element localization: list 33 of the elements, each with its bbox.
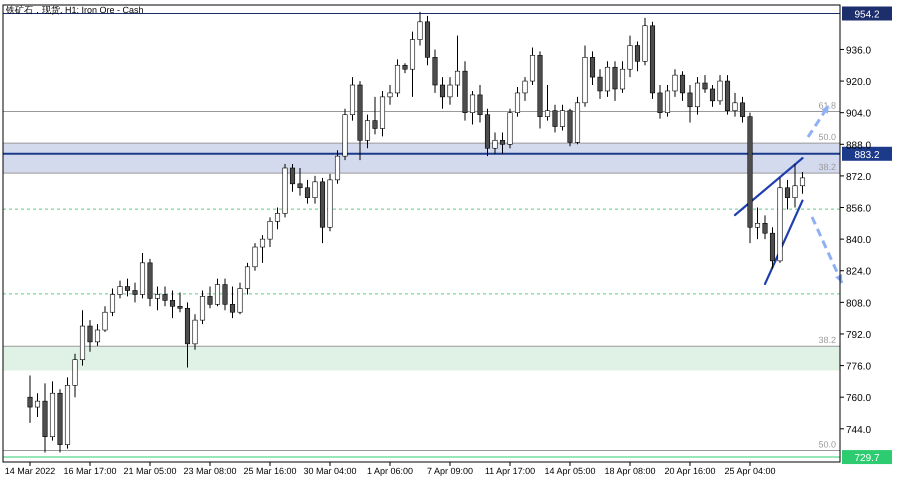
y-tick-label: 824.0 — [846, 266, 872, 278]
x-tick-label: 23 Mar 08:00 — [183, 466, 237, 476]
x-tick-label: 7 Apr 09:00 — [426, 466, 474, 476]
x-tick-label: 14 Apr 05:00 — [544, 466, 596, 476]
y-tick-label: 872.0 — [846, 172, 872, 183]
x-tick-label: 25 Mar 16:00 — [243, 466, 297, 476]
annotation: 38.2 — [818, 162, 836, 172]
y-tick-label: 744.0 — [846, 424, 872, 436]
y-tick-label: 808.0 — [846, 298, 872, 310]
x-tick-label: 20 Apr 16:00 — [664, 466, 716, 476]
y-tick-label: 904.0 — [846, 108, 872, 120]
annotation: 50.0 — [818, 440, 836, 450]
x-tick-label: 16 Mar 17:00 — [63, 466, 117, 476]
x-tick-label: 11 Apr 17:00 — [484, 466, 536, 476]
x-tick-label: 18 Apr 08:00 — [604, 466, 656, 476]
y-tick-label: 840.0 — [846, 235, 872, 246]
x-tick-label: 14 Mar 2022 — [4, 466, 56, 476]
ref-line-label: 883.2 — [854, 150, 880, 161]
x-tick-label: 21 Mar 05:00 — [123, 466, 177, 476]
chart-title: 铁矿石，现货, H1: Iron Ore - Cash — [5, 5, 144, 15]
annotation: 50.0 — [818, 132, 836, 142]
x-tick-label: 30 Mar 04:00 — [303, 466, 357, 476]
x-tick-label: 1 Apr 06:00 — [366, 466, 414, 476]
y-tick-label: 856.0 — [846, 204, 872, 215]
y-tick-label: 776.0 — [846, 362, 872, 373]
y-tick-label: 936.0 — [846, 45, 872, 56]
y-tick-label: 792.0 — [846, 330, 872, 341]
annotation: 38.2 — [818, 335, 836, 346]
y-tick-label: 920.0 — [846, 77, 872, 88]
y-tick-label: 760.0 — [846, 393, 872, 404]
ref-line-label: 729.7 — [854, 453, 880, 464]
x-tick-label: 25 Apr 04:00 — [724, 466, 776, 476]
ref-line-label: 954.2 — [854, 9, 880, 20]
